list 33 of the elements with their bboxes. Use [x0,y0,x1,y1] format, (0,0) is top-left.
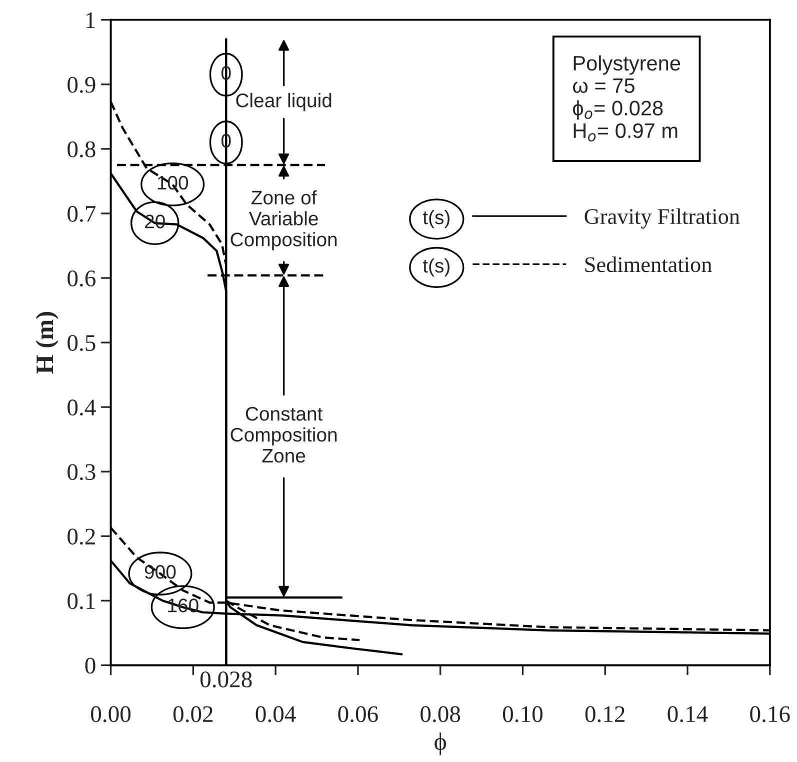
annotation: Zone of Variable Composition [230,190,337,250]
y-tick-label: 0.4 [68,400,96,416]
x-tick-label: 0.00 [91,706,131,722]
x-tick-label: 0.16 [750,706,790,722]
y-tick-label: 0.5 [68,335,96,352]
x-tick-label: 0.14 [668,706,708,722]
annotation: 100 [158,176,188,190]
x-tick-label: 0.10 [502,706,542,722]
annotation: 0.028 [200,671,252,688]
y-tick-label: 0.8 [68,141,96,158]
legend-label: Sedimentation [585,256,712,272]
y-tick-label: 0.6 [68,270,96,287]
y-tick-label: 0.3 [68,464,96,480]
x-tick-label: 0.02 [173,706,213,722]
annotation: Polystyrene ω = 75 ϕ$_{o}$= 0.028 H$_{o}$= 0.97 m [572,55,680,142]
y-tick-label: 0 [85,658,96,674]
x-tick-label: 0.04 [256,706,296,722]
y-tick-label: 0.1 [68,593,95,610]
y-tick-label: 1 [86,12,95,28]
annotation: t(s) [422,258,450,276]
y-tick-label: 0.7 [68,206,96,222]
annotation: Clear liquid [236,93,332,112]
y-tick-label: 0.9 [68,76,96,93]
legend-label: Gravity Filtration [584,208,740,229]
x-tick-label: 0.08 [420,706,460,722]
y-tick-label: 0.2 [68,528,95,545]
y-axis-title: H (m) [36,312,58,374]
annotation: 900 [144,565,176,579]
x-axis-title: ϕ [434,732,446,756]
x-tick-label: 0.12 [585,706,624,722]
x-tick-label: 0.06 [338,706,378,722]
annotation: Constant Composition Zone [230,406,337,463]
annotation: t(s) [422,210,450,228]
